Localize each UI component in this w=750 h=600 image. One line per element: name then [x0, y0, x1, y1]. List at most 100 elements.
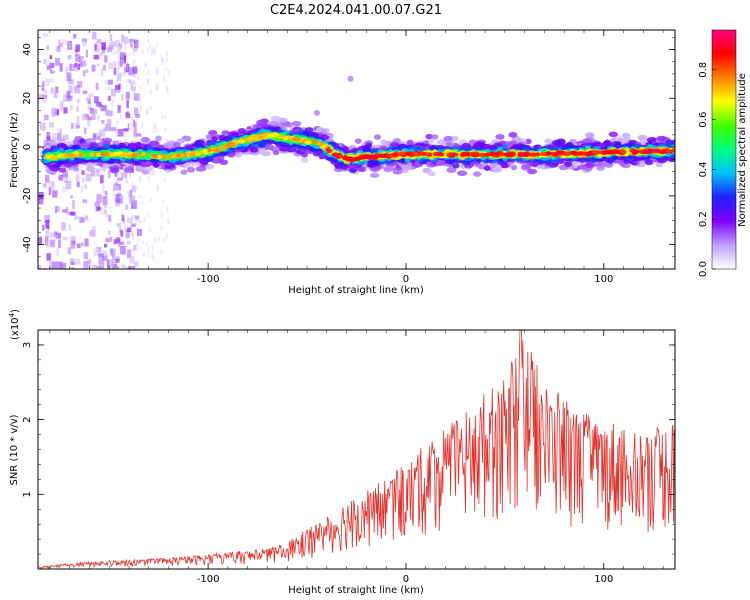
heatmap-cell: [128, 38, 135, 43]
heatmap-cell: [134, 215, 140, 220]
heatmap-cell: [186, 166, 196, 173]
heatmap-cell: [49, 232, 56, 238]
heatmap-cell: [69, 105, 74, 111]
heatmap-cell: [49, 69, 53, 74]
heatmap-cell: [72, 200, 75, 210]
heatmap-cell: [85, 161, 95, 168]
heatmap-cell: [164, 126, 167, 132]
heatmap-cell: [73, 33, 77, 39]
heatmap-cell: [129, 195, 136, 204]
heatmap-cell: [114, 130, 117, 138]
heatmap-cell: [148, 140, 160, 147]
heatmap-cell: [115, 198, 120, 207]
heatmap-cell: [482, 143, 492, 150]
heatmap-cell: [112, 61, 117, 67]
heatmap-cell: [54, 206, 57, 214]
heatmap-cell: [115, 194, 120, 203]
heatmap-cell: [89, 107, 95, 114]
heatmap-cell: [115, 79, 118, 86]
heatmap-cell: [108, 231, 111, 235]
heatmap-cell: [127, 216, 130, 221]
heatmap-cell: [126, 100, 129, 108]
heatmap-cell: [120, 230, 124, 237]
heatmap-cell: [109, 236, 113, 242]
heatmap-cell: [102, 255, 108, 261]
heatmap-cell: [120, 44, 123, 49]
heatmap-cell: [147, 69, 150, 76]
heatmap-cell: [121, 34, 125, 43]
heatmap-cell: [74, 215, 78, 220]
heatmap-cell: [68, 177, 73, 184]
heatmap-cell: [43, 140, 50, 145]
heatmap-cell: [66, 90, 71, 98]
heatmap-cell: [151, 253, 154, 259]
heatmap-cell: [141, 122, 144, 129]
heatmap-cell: [43, 58, 46, 64]
heatmap-cell: [135, 219, 138, 226]
heatmap-cell: [58, 39, 61, 47]
heatmap-cell: [120, 174, 126, 179]
heatmap-cell: [128, 67, 133, 72]
heatmap-cell: [134, 261, 139, 267]
heatmap-cell: [143, 216, 146, 222]
heatmap-cell: [79, 216, 85, 223]
heatmap-cell: [272, 149, 280, 156]
heatmap-cell: [96, 63, 100, 67]
heatmap-cell: [557, 158, 565, 164]
heatmap-cell: [544, 138, 552, 144]
heatmap-cell: [107, 169, 111, 179]
heatmap-cell: [82, 90, 88, 94]
heatmap-cell: [211, 157, 222, 164]
heatmap-cell: [44, 89, 47, 94]
heatmap-cell: [284, 121, 293, 128]
heatmap-cell: [133, 105, 136, 113]
heatmap-cell: [76, 116, 80, 125]
chart-title: C2E4.2024.041.00.07.G21: [270, 3, 442, 18]
heatmap-cell: [124, 44, 127, 51]
heatmap-cell: [94, 43, 97, 51]
heatmap-cell: [146, 109, 149, 116]
heatmap-cell: [133, 128, 137, 137]
heatmap-cell: [521, 163, 531, 170]
heatmap-cell: [61, 221, 66, 231]
heatmap-cell: [134, 121, 137, 129]
heatmap-cell: [76, 124, 80, 129]
heatmap-cell: [610, 155, 619, 160]
heatmap-cell: [109, 206, 112, 212]
heatmap-cell: [70, 194, 73, 199]
heatmap-cell: [66, 95, 72, 102]
heatmap-cell: [124, 130, 127, 138]
heatmap-cell: [125, 180, 129, 184]
heatmap-cell: [585, 132, 595, 139]
heatmap-cell: [602, 140, 612, 147]
heatmap-cell: [127, 227, 132, 233]
heatmap-cell: [167, 91, 170, 95]
heatmap-cell: [126, 63, 130, 73]
heatmap-cell: [166, 138, 169, 143]
heatmap-cell: [80, 242, 84, 247]
heatmap-cell: [139, 219, 142, 224]
heatmap-cell: [42, 33, 48, 37]
heatmap-cell: [162, 199, 165, 204]
heatmap-cell: [132, 49, 135, 56]
heatmap-cell: [133, 47, 138, 52]
heatmap-cell: [113, 97, 116, 102]
heatmap-cell: [132, 66, 138, 74]
heatmap-cell: [84, 218, 90, 222]
heatmap-cell: [113, 67, 117, 75]
heatmap-cell: [46, 65, 53, 70]
heatmap-cell: [58, 137, 66, 144]
heatmap-cell: [110, 248, 114, 257]
heatmap-cell: [62, 134, 69, 141]
heatmap-cell: [508, 132, 518, 138]
heatmap-cell: [127, 79, 132, 83]
heatmap-cell: [129, 239, 132, 245]
heatmap-cell: [104, 109, 109, 116]
heatmap-cell: [152, 255, 155, 262]
heatmap-cell: [156, 44, 159, 48]
heatmap-cell: [85, 50, 89, 58]
heatmap-cell: [165, 85, 168, 92]
heatmap-cell: [67, 55, 72, 60]
heatmap-cell: [118, 110, 121, 114]
